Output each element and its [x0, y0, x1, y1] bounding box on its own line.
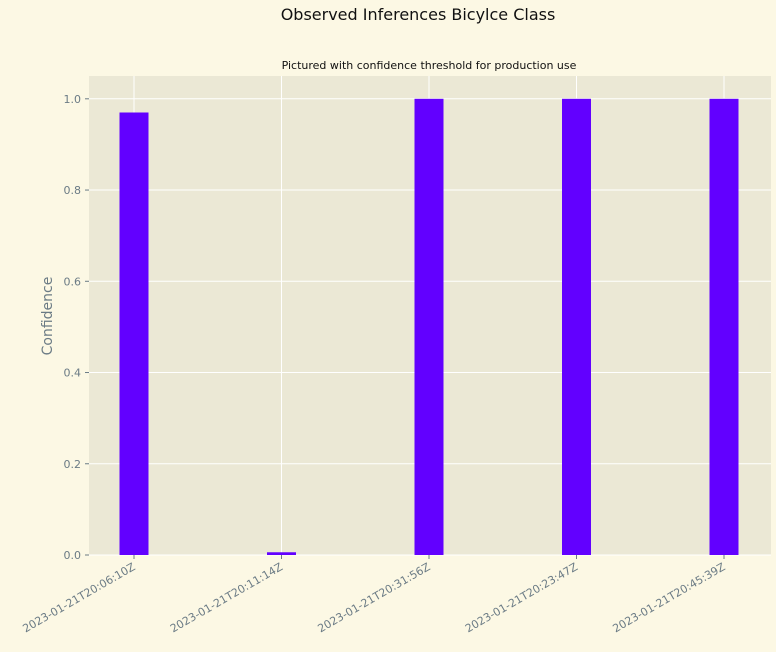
x-tick-label: 2023-01-21T20:45:39Z — [611, 560, 728, 635]
chart-subtitle: Pictured with confidence threshold for p… — [282, 59, 577, 72]
x-tick-label: 2023-01-21T20:06:10Z — [21, 560, 138, 635]
y-axis: 0.0 0.2 0.4 0.6 0.8 1.0 — [64, 93, 89, 562]
y-tick-label: 0.6 — [64, 275, 82, 288]
bar — [414, 98, 444, 556]
x-tick-label: 2023-01-21T20:31:56Z — [316, 560, 433, 635]
bar — [267, 552, 296, 555]
y-tick-label: 0.8 — [64, 184, 82, 197]
y-tick-label: 0.4 — [64, 367, 82, 380]
y-tick-label: 0.2 — [64, 458, 82, 471]
bar — [562, 98, 591, 556]
chart-title: Observed Inferences Bicylce Class — [281, 5, 556, 24]
x-tick-label: 2023-01-21T20:11:14Z — [168, 560, 285, 635]
bar — [709, 98, 739, 556]
x-tick-label: 2023-01-21T20:23:47Z — [463, 560, 580, 635]
y-axis-label: Confidence — [40, 277, 56, 356]
bar — [119, 112, 149, 555]
y-tick-label: 1.0 — [64, 93, 82, 106]
bars — [119, 98, 739, 556]
y-tick-label: 0.0 — [64, 549, 82, 562]
x-axis: 2023-01-21T20:06:10Z 2023-01-21T20:11:14Z… — [21, 555, 728, 635]
